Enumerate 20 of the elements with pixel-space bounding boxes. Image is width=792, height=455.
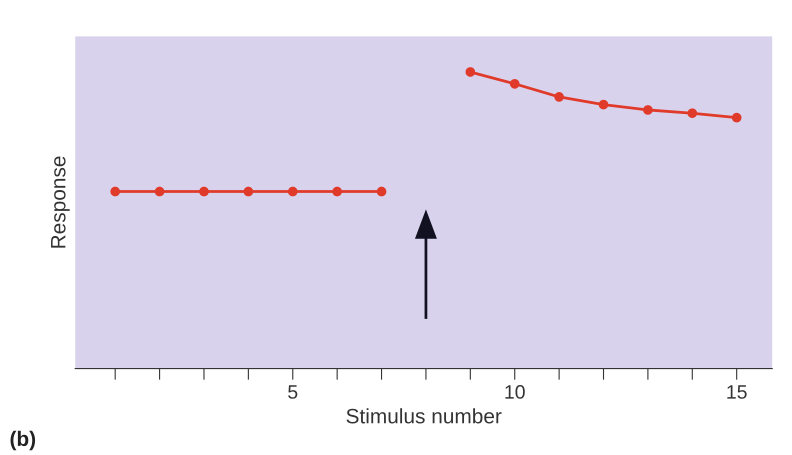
point xyxy=(598,100,608,110)
point xyxy=(376,186,386,196)
point xyxy=(732,112,742,123)
point xyxy=(554,92,564,102)
point xyxy=(110,186,120,196)
point xyxy=(510,78,520,89)
text: (b) xyxy=(10,430,36,450)
point xyxy=(465,67,476,77)
point xyxy=(332,186,342,196)
point xyxy=(199,186,209,196)
point xyxy=(288,186,298,196)
x-axis-title: Stimulus number xyxy=(346,408,502,424)
y-axis-title: Response xyxy=(51,156,70,248)
point xyxy=(687,108,698,118)
point xyxy=(244,186,254,196)
point xyxy=(154,186,164,196)
x-tick-label: 10 xyxy=(505,385,525,399)
point xyxy=(643,105,653,115)
x-tick-label: 5 xyxy=(288,385,298,399)
x-tick-label: 15 xyxy=(727,385,747,399)
